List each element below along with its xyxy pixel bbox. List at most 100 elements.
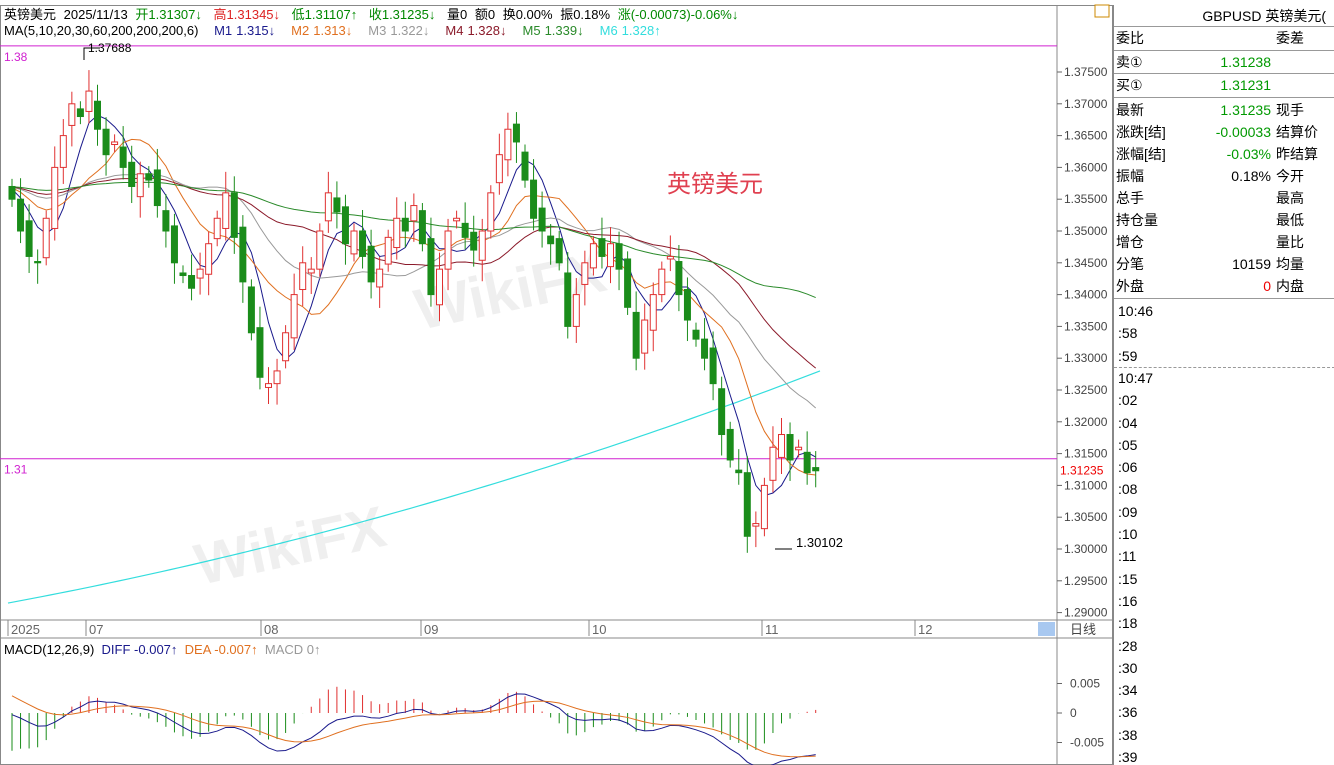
row-label: 分笔 bbox=[1116, 256, 1144, 272]
max-marker bbox=[83, 47, 100, 60]
ma-value: 1.322↓ bbox=[390, 23, 430, 38]
candle-body bbox=[675, 261, 683, 296]
candle-body bbox=[478, 230, 486, 261]
quote-row: 持仓量 最低 bbox=[1116, 209, 1333, 231]
period-label[interactable]: 日线 bbox=[1070, 622, 1096, 637]
candle-body bbox=[589, 243, 597, 269]
price-tick-label: 1.33500 bbox=[1064, 319, 1108, 333]
tick-time: :28 bbox=[1118, 637, 1138, 654]
candle-body bbox=[487, 192, 495, 232]
weicha-label: 委差 bbox=[1276, 30, 1304, 46]
date-tick-label: 12 bbox=[918, 622, 932, 637]
date-tick-label: 07 bbox=[89, 622, 103, 637]
row-label: 持仓量 bbox=[1116, 212, 1158, 228]
ma-name: M5 bbox=[522, 23, 541, 38]
candle-body bbox=[530, 179, 538, 219]
row-label-right: 今开 bbox=[1276, 168, 1304, 184]
open-label: 开 bbox=[135, 7, 149, 22]
candle-body bbox=[256, 327, 264, 378]
candle-body bbox=[119, 146, 127, 168]
row-label: 外盘 bbox=[1116, 278, 1144, 294]
row-label: 总手 bbox=[1116, 190, 1144, 206]
candle-body bbox=[641, 319, 649, 354]
tick-time: :05 bbox=[1118, 436, 1138, 453]
tick-time: 10:47 bbox=[1118, 369, 1154, 386]
candle-body bbox=[273, 370, 281, 385]
close-label: 收 bbox=[368, 7, 382, 22]
candle-body bbox=[239, 226, 247, 283]
candle-body bbox=[743, 472, 751, 537]
quote-row: 总手 最高 bbox=[1116, 187, 1333, 209]
candle-body bbox=[803, 451, 811, 474]
min-price-label: 1.30102 bbox=[796, 535, 843, 550]
ma-items: M1 1.315↓ M2 1.313↓ M3 1.322↓ M4 1.328↓ M5 1.339↓… bbox=[206, 23, 669, 38]
candle-body bbox=[128, 161, 136, 187]
row-label-right: 最低 bbox=[1276, 212, 1304, 228]
candle-body bbox=[265, 383, 272, 388]
quote-row: 增仓 量比 bbox=[1116, 231, 1333, 253]
price-tick-label: 1.31500 bbox=[1064, 447, 1108, 461]
candle-body bbox=[504, 128, 512, 161]
candle-body bbox=[25, 220, 33, 257]
bid-row[interactable]: 买① 1.31231 bbox=[1116, 74, 1333, 96]
row-label-right: 内盘 bbox=[1276, 278, 1304, 294]
candle-body bbox=[179, 272, 187, 277]
candle-body bbox=[718, 388, 726, 436]
divider bbox=[1114, 298, 1334, 299]
ask-price: 1.31238 bbox=[1220, 54, 1271, 70]
candle-body bbox=[170, 225, 178, 264]
panel-toggle-button[interactable] bbox=[1094, 4, 1110, 18]
macd-tick-label: -0.005 bbox=[1070, 736, 1104, 750]
row-label: 增仓 bbox=[1116, 234, 1144, 250]
quote-row: 振幅 0.18% 今开 bbox=[1116, 165, 1333, 187]
candle-body bbox=[709, 347, 717, 385]
candle-body bbox=[8, 185, 16, 200]
ma-name: M2 bbox=[291, 23, 310, 38]
panel-title: GBPUSD 英镑美元( bbox=[1202, 8, 1326, 24]
candle-body bbox=[17, 198, 25, 232]
candle-body bbox=[735, 469, 743, 474]
candle-body bbox=[34, 261, 42, 264]
candle-body bbox=[333, 197, 341, 213]
candle-body bbox=[615, 243, 623, 270]
candle-body bbox=[307, 268, 315, 274]
candle-body bbox=[384, 236, 392, 265]
candle-body bbox=[538, 207, 546, 232]
candle-body bbox=[59, 135, 67, 168]
candle-body bbox=[367, 245, 375, 283]
divider bbox=[1114, 26, 1334, 27]
candle-body bbox=[555, 238, 563, 264]
candle-body bbox=[470, 231, 478, 251]
amount: 额0 bbox=[474, 7, 496, 22]
row-label: 涨跌[结] bbox=[1116, 124, 1166, 140]
horizontal-line-label: 1.31 bbox=[4, 463, 28, 477]
price-tick-label: 1.30000 bbox=[1064, 542, 1108, 556]
candle-body bbox=[683, 289, 691, 321]
candle-body bbox=[512, 123, 520, 143]
candle-body bbox=[461, 222, 469, 238]
tick-time: :30 bbox=[1118, 659, 1138, 676]
price-tick-label: 1.34000 bbox=[1064, 288, 1108, 302]
candle-body bbox=[418, 210, 426, 245]
candle-body bbox=[76, 108, 84, 118]
candle-body bbox=[359, 230, 367, 257]
row-label-right: 最高 bbox=[1276, 190, 1304, 206]
ask-row[interactable]: 卖① 1.31238 bbox=[1116, 51, 1333, 73]
ma-item-m2: M2 1.313↓ bbox=[283, 23, 356, 38]
ma-item-m3: M3 1.322↓ bbox=[360, 23, 433, 38]
macd-dea: DEA -0.007↑ bbox=[184, 642, 258, 657]
tick-time: :36 bbox=[1118, 704, 1138, 721]
ma-value: 1.339↓ bbox=[544, 23, 584, 38]
tick-time: :08 bbox=[1118, 481, 1138, 498]
weibi-label: 委比 bbox=[1116, 30, 1144, 46]
open-value: 1.31307↓ bbox=[148, 7, 202, 22]
change: 涨(-0.00073)-0.06%↓ bbox=[617, 7, 739, 22]
chart-label: 英镑美元 bbox=[667, 171, 763, 198]
scroll-thumb[interactable] bbox=[1038, 622, 1055, 636]
candle-body bbox=[598, 238, 606, 257]
candle-body bbox=[453, 217, 461, 222]
candle-body bbox=[436, 268, 443, 306]
candle-body bbox=[188, 275, 196, 289]
weibi-row: 委比 委差 bbox=[1116, 27, 1333, 49]
